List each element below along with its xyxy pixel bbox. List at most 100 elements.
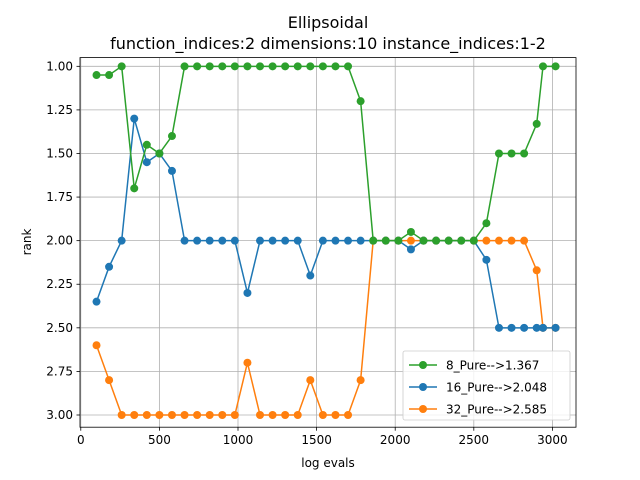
data-point [117, 411, 126, 419]
data-point [551, 62, 560, 71]
data-point [507, 236, 516, 245]
data-point [331, 62, 340, 71]
data-point [369, 236, 378, 245]
data-point [444, 236, 453, 245]
legend-label: 8_Pure-->1.367 [446, 359, 539, 373]
data-point [130, 411, 139, 419]
data-point [344, 236, 353, 245]
x-tick-label: 3000 [537, 433, 568, 447]
x-tick-label: 1500 [301, 433, 332, 447]
data-point [356, 236, 365, 245]
data-point [167, 132, 176, 141]
data-point [331, 236, 340, 245]
x-tick-label: 2500 [459, 433, 490, 447]
x-tick-label: 500 [148, 433, 171, 447]
chart-subtitle: function_indices:2 dimensions:10 instanc… [110, 34, 546, 54]
x-tick-label: 0 [77, 433, 85, 447]
data-point [532, 119, 541, 128]
plot-frame [79, 57, 577, 428]
data-point [142, 140, 151, 149]
data-point [331, 411, 340, 419]
y-tick-label: 1.75 [46, 190, 73, 204]
data-point [243, 358, 252, 367]
data-point [344, 62, 353, 71]
data-point [281, 62, 290, 71]
legend-box [402, 350, 571, 421]
data-point [293, 411, 302, 419]
series-8_Pure-->1.367 [92, 62, 560, 245]
data-point [344, 411, 353, 419]
series-32_Pure-->2.585 [92, 236, 560, 419]
data-point [180, 62, 189, 71]
y-tick-label: 2.50 [46, 321, 73, 335]
data-point [507, 149, 516, 158]
data-point [92, 71, 101, 80]
data-point [230, 411, 239, 419]
data-point [551, 323, 560, 332]
data-point [180, 236, 189, 245]
data-point [469, 236, 478, 245]
data-point [155, 411, 164, 419]
data-point [230, 236, 239, 245]
data-point [167, 166, 176, 175]
data-point [243, 62, 252, 71]
data-point [482, 236, 491, 245]
data-point [117, 236, 126, 245]
data-point [507, 323, 516, 332]
x-tick-label: 2000 [380, 433, 411, 447]
y-tick-label: 1.00 [46, 59, 73, 73]
data-point [457, 236, 466, 245]
data-point [494, 149, 503, 158]
data-point [520, 323, 529, 332]
data-point [193, 62, 202, 71]
data-point [142, 411, 151, 419]
data-point [117, 62, 126, 71]
data-point [193, 411, 202, 419]
data-point [281, 411, 290, 419]
data-point [268, 236, 277, 245]
data-point [218, 411, 227, 419]
data-point [538, 323, 547, 332]
data-point [482, 255, 491, 264]
data-point [532, 323, 541, 332]
data-point [419, 236, 428, 245]
data-point [281, 236, 290, 245]
data-point [105, 376, 114, 385]
data-point [193, 236, 202, 245]
data-point [318, 236, 327, 245]
data-point [494, 236, 503, 245]
data-point [105, 262, 114, 271]
data-point [130, 184, 139, 193]
chart-title: Ellipsoidal [288, 13, 369, 32]
legend-label: 32_Pure-->2.585 [446, 403, 547, 417]
data-point [243, 288, 252, 297]
data-point [205, 62, 214, 71]
y-tick-label: 2.75 [46, 364, 73, 378]
data-point [306, 376, 315, 385]
data-point [218, 236, 227, 245]
data-point [92, 341, 101, 350]
y-axis-label: rank [20, 229, 34, 256]
series-layer [92, 62, 560, 419]
data-point [318, 411, 327, 419]
legend-marker [419, 383, 427, 391]
data-point [167, 411, 176, 419]
data-point [130, 114, 139, 123]
legend-marker [419, 361, 427, 369]
data-point [482, 219, 491, 228]
data-point [406, 236, 415, 245]
legend: 8_Pure-->1.367 16_Pure-->2.048 32_Pure-->2… [402, 350, 571, 421]
data-point [432, 236, 441, 245]
y-tick-label: 2.00 [46, 234, 73, 248]
data-point [142, 158, 151, 167]
data-point [218, 62, 227, 71]
data-point [256, 62, 265, 71]
data-point [356, 376, 365, 385]
data-point [356, 97, 365, 106]
legend-marker [419, 405, 427, 413]
data-point [406, 245, 415, 254]
data-point [256, 411, 265, 419]
data-point [494, 323, 503, 332]
data-point [381, 236, 390, 245]
